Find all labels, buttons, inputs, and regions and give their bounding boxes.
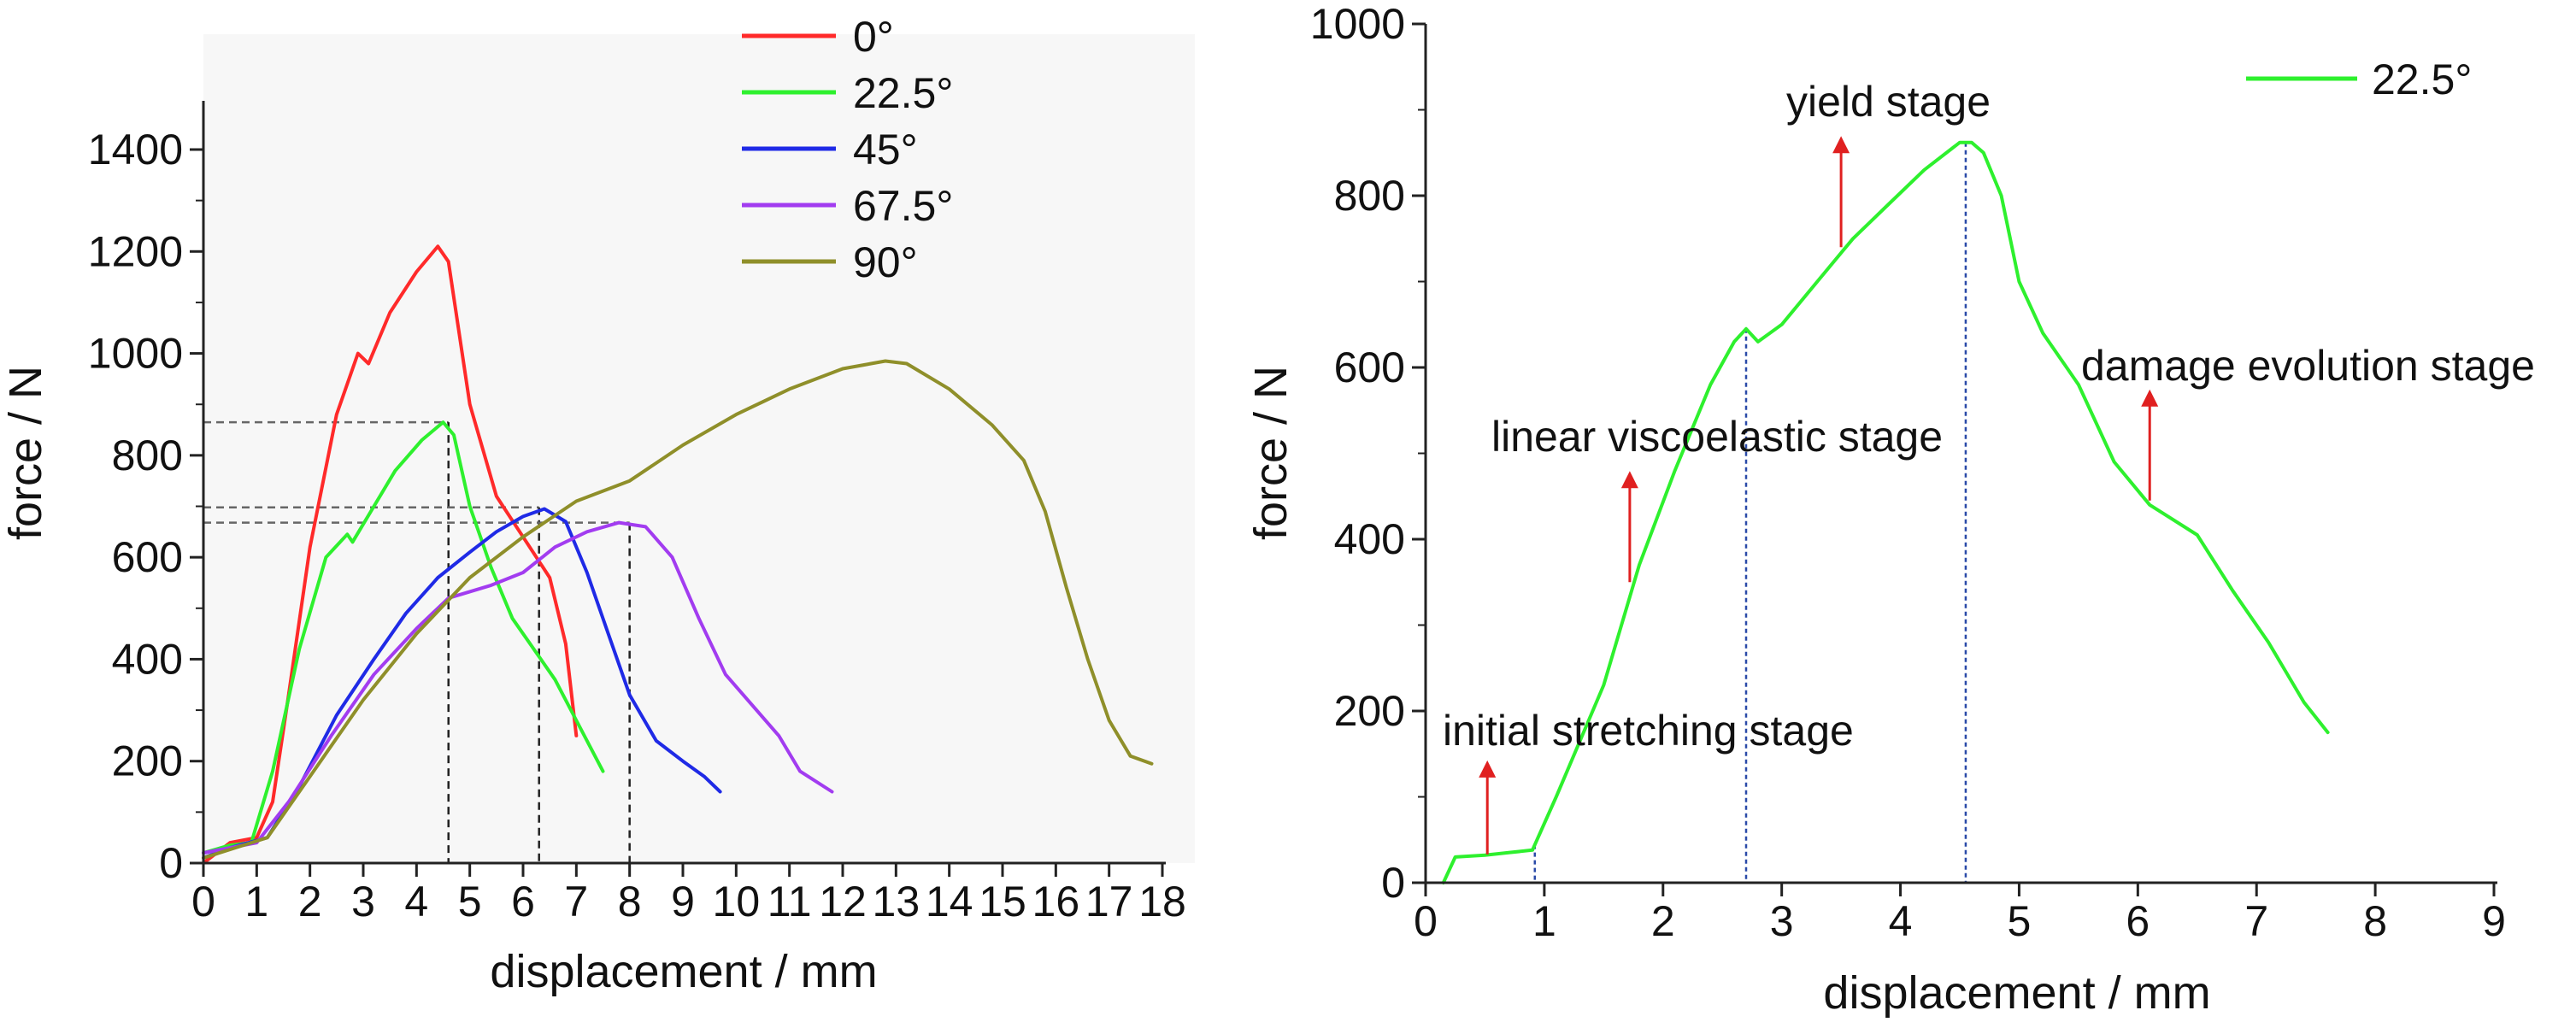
- chart-left-x-tick-label: 15: [979, 878, 1026, 925]
- chart-left-x-tick-label: 1: [244, 878, 268, 925]
- chart-right-x-tick-label: 4: [1889, 897, 1913, 945]
- chart-right-x-tick-label: 7: [2244, 897, 2268, 945]
- chart-right-y-axis-title: force / N: [1245, 366, 1297, 540]
- chart-left: 0 1 2 3 4 5 6 7 8 9 10 11 12 13 14 15 16 17 18020040060080…: [0, 13, 1195, 997]
- chart-left-legend-label: 67.5°: [853, 182, 953, 230]
- chart-left-y-tick-label: 1200: [88, 227, 183, 275]
- chart-left-y-tick-label: 0: [159, 839, 183, 887]
- chart-right-annotation-label: yield stage: [1786, 78, 1991, 126]
- chart-right-y-tick-label: 200: [1334, 687, 1405, 735]
- chart-right-annotations: initial stretching stage linear viscoelas…: [1443, 78, 2535, 855]
- chart-right-annotation-label: initial stretching stage: [1443, 707, 1854, 755]
- chart-right-x-axis-title: displacement / mm: [1823, 967, 2210, 1019]
- chart-left-legend-label: 0°: [853, 13, 894, 61]
- chart-left-y-tick-label: 400: [112, 635, 183, 683]
- chart-left-x-tick-label: 14: [926, 878, 973, 925]
- chart-right-annotation-label: linear viscoelastic stage: [1491, 413, 1943, 461]
- chart-right-legend-label: 22.5°: [2372, 56, 2472, 103]
- chart-right-annotation-arrow-head: [1832, 136, 1850, 153]
- chart-right-legend: 22.5°: [2246, 56, 2472, 103]
- chart-left-x-tick-label: 11: [768, 878, 812, 925]
- chart-left-x-tick-label: 9: [671, 878, 695, 925]
- chart-right-annotation-arrow-head: [2141, 390, 2158, 407]
- chart-right-annotation-arrow-head: [1479, 761, 1496, 778]
- chart-right-x-tick-label: 3: [1770, 897, 1794, 945]
- chart-right-series: [1444, 143, 2328, 883]
- chart-left-y-tick-label: 1000: [88, 330, 183, 378]
- chart-left-legend-label: 45°: [853, 126, 918, 173]
- chart-left-x-tick-label: 4: [404, 878, 428, 925]
- chart-right-x-tick-label: 9: [2482, 897, 2506, 945]
- chart-right: 0 1 2 3 4 5 6 7 8 9 0 200 400 600 800 1000 initial stre…: [1245, 0, 2535, 1019]
- chart-right-axes: 0 1 2 3 4 5 6 7 8 9 0 200 400 600 800 1000: [1310, 0, 2506, 945]
- chart-right-y-tick-label: 400: [1334, 515, 1405, 563]
- chart-right-y-tick-label: 600: [1334, 344, 1405, 391]
- chart-right-series-line: [1444, 143, 2328, 883]
- chart-right-x-tick-label: 8: [2363, 897, 2387, 945]
- chart-right-y-tick-label: 0: [1381, 859, 1405, 907]
- chart-right-stage-lines: [1535, 143, 1966, 883]
- chart-left-x-tick-label: 10: [713, 878, 761, 925]
- chart-right-y-tick-label: 800: [1334, 172, 1405, 220]
- chart-left-y-axis-title: force / N: [0, 366, 51, 540]
- chart-right-annotation-arrow-head: [1621, 471, 1638, 488]
- chart-left-legend-label: 22.5°: [853, 69, 953, 117]
- chart-left-x-tick-label: 5: [458, 878, 482, 925]
- chart-left-x-tick-label: 2: [298, 878, 322, 925]
- chart-left-x-tick-label: 12: [819, 878, 867, 925]
- chart-right-annotation-label: damage evolution stage: [2081, 342, 2535, 390]
- chart-left-legend-label: 90°: [853, 238, 918, 286]
- figure-svg: 0 1 2 3 4 5 6 7 8 9 10 11 12 13 14 15 16 17 18020040060080…: [0, 0, 2576, 1024]
- chart-left-x-tick-label: 18: [1138, 878, 1186, 925]
- chart-left-x-tick-label: 0: [191, 878, 215, 925]
- chart-left-x-tick-label: 3: [351, 878, 375, 925]
- chart-right-x-tick-label: 5: [2008, 897, 2032, 945]
- chart-left-x-tick-label: 16: [1032, 878, 1080, 925]
- chart-left-x-tick-label: 7: [564, 878, 588, 925]
- chart-left-y-tick-label: 800: [112, 432, 183, 479]
- chart-left-x-tick-label: 17: [1085, 878, 1133, 925]
- chart-left-plot-background: [203, 34, 1195, 863]
- chart-left-x-axis-title: displacement / mm: [490, 946, 877, 997]
- chart-right-x-tick-label: 1: [1532, 897, 1556, 945]
- chart-left-y-tick-label: 1400: [88, 126, 183, 173]
- chart-right-x-tick-label: 6: [2126, 897, 2150, 945]
- chart-left-x-tick-label: 13: [873, 878, 920, 925]
- chart-left-y-tick-label: 200: [112, 737, 183, 785]
- chart-left-y-tick-label: 600: [112, 533, 183, 581]
- chart-left-x-tick-label: 6: [511, 878, 535, 925]
- chart-right-x-tick-label: 2: [1651, 897, 1675, 945]
- figure: 0 1 2 3 4 5 6 7 8 9 10 11 12 13 14 15 16 17 18 0 200 400 600 80…: [0, 0, 2576, 1024]
- chart-left-x-tick-label: 8: [618, 878, 642, 925]
- chart-right-y-tick-label: 1000: [1310, 0, 1405, 48]
- chart-right-x-tick-label: 0: [1414, 897, 1438, 945]
